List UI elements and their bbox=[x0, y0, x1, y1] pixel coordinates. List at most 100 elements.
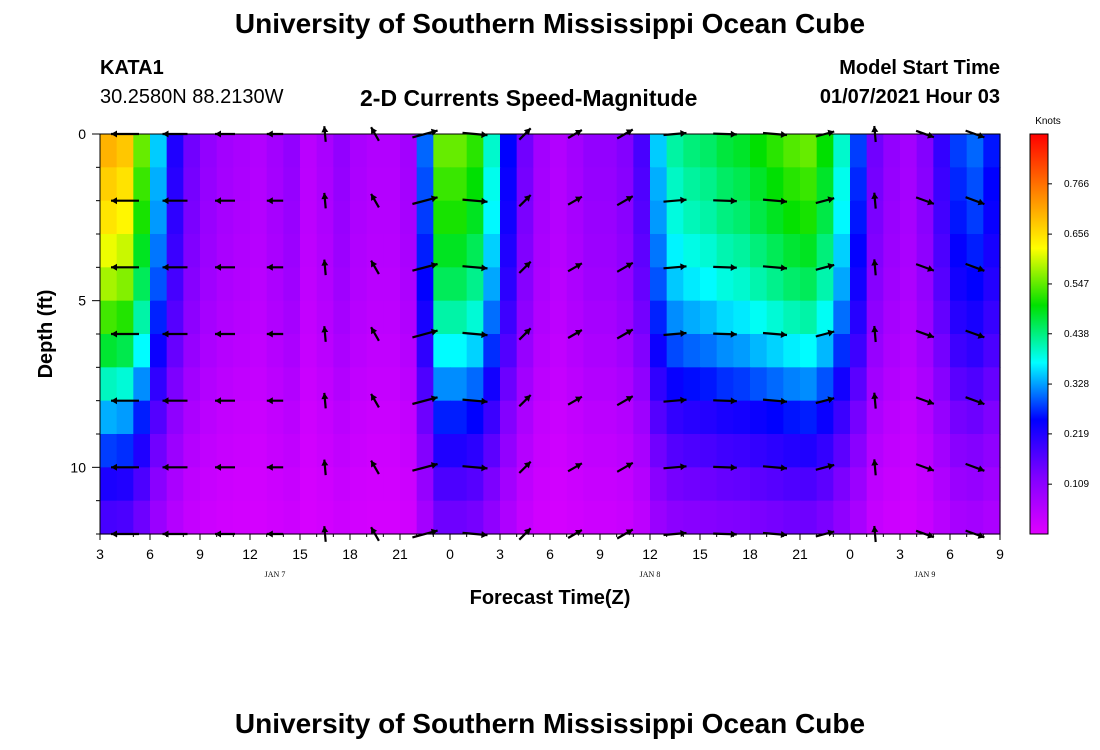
heatmap-cell bbox=[550, 267, 568, 302]
current-vector-arrow bbox=[370, 460, 380, 475]
heatmap-cell bbox=[950, 500, 968, 535]
current-vector-arrow bbox=[915, 463, 935, 472]
model-start-value: 01/07/2021 Hour 03 bbox=[819, 86, 1000, 108]
heatmap-cell bbox=[133, 267, 151, 302]
heatmap-cell bbox=[216, 134, 234, 168]
heatmap-cell bbox=[433, 434, 451, 468]
heatmap-cell bbox=[666, 234, 684, 268]
heatmap-cell bbox=[333, 434, 351, 468]
heatmap-cell bbox=[266, 234, 284, 268]
heatmap-cell bbox=[450, 234, 468, 268]
station-coordinates: 30.2580N 88.2130W bbox=[100, 86, 284, 108]
heatmap-cell bbox=[250, 500, 268, 535]
x-tick-label: 6 bbox=[146, 546, 154, 562]
heatmap-cell bbox=[250, 234, 268, 268]
heatmap-cell bbox=[850, 167, 868, 202]
heatmap-cell bbox=[883, 434, 901, 468]
heatmap-cell bbox=[183, 467, 201, 502]
heatmap-cell bbox=[816, 400, 834, 435]
heatmap-cell bbox=[783, 200, 801, 235]
heatmap-cell bbox=[116, 400, 134, 435]
heatmap-cell bbox=[800, 300, 818, 335]
heatmap-cell bbox=[216, 367, 234, 402]
current-vector-arrow bbox=[370, 393, 380, 408]
heatmap-cell bbox=[650, 400, 668, 435]
heatmap-cell bbox=[933, 234, 951, 268]
heatmap-cell bbox=[683, 300, 701, 335]
heatmap-cell bbox=[766, 467, 784, 502]
x-tick-label: 21 bbox=[392, 546, 408, 562]
heatmap-cell bbox=[400, 334, 418, 368]
heatmap-cell bbox=[733, 500, 751, 535]
x-tick-label: 9 bbox=[196, 546, 204, 562]
heatmap-cell bbox=[150, 234, 168, 268]
heatmap-cell bbox=[583, 500, 601, 535]
heatmap-cell bbox=[633, 200, 651, 235]
current-vector-arrow bbox=[567, 395, 583, 406]
heatmap-cell bbox=[233, 267, 251, 302]
heatmap-cell bbox=[883, 167, 901, 202]
heatmap-cell bbox=[416, 200, 434, 235]
heatmap-cell bbox=[500, 267, 518, 302]
heatmap-cell bbox=[500, 200, 518, 235]
heatmap-cell bbox=[650, 434, 668, 468]
heatmap-cell bbox=[483, 134, 501, 168]
heatmap-cell bbox=[450, 334, 468, 368]
heatmap-cell bbox=[866, 400, 884, 435]
heatmap-cell bbox=[950, 367, 968, 402]
heatmap-cell bbox=[533, 334, 551, 368]
heatmap-cell bbox=[750, 434, 768, 468]
heatmap-cell bbox=[666, 167, 684, 202]
heatmap-cell bbox=[416, 434, 434, 468]
heatmap-cell bbox=[516, 134, 534, 168]
heatmap-cell bbox=[733, 367, 751, 402]
heatmap-cell bbox=[966, 467, 984, 502]
heatmap-cell bbox=[366, 400, 384, 435]
heatmap-cell bbox=[433, 134, 451, 168]
current-vector-arrow bbox=[616, 395, 634, 407]
heatmap-cell bbox=[650, 300, 668, 335]
heatmap-cell bbox=[783, 334, 801, 368]
heatmap-cell bbox=[350, 500, 368, 535]
heatmap-cell bbox=[866, 334, 884, 368]
heatmap-cell bbox=[850, 267, 868, 302]
heatmap-cell bbox=[900, 367, 918, 402]
current-vector-arrow bbox=[965, 196, 985, 206]
x-tick-label: 12 bbox=[242, 546, 258, 562]
heatmap-cell bbox=[400, 167, 418, 202]
heatmap-cell bbox=[550, 467, 568, 502]
heatmap-cell bbox=[133, 434, 151, 468]
heatmap-cell bbox=[466, 334, 484, 368]
current-vector-arrow bbox=[713, 264, 737, 271]
heatmap-cell bbox=[166, 300, 184, 335]
heatmap-cell bbox=[166, 367, 184, 402]
heatmap-cell bbox=[500, 434, 518, 468]
heatmap-cell bbox=[100, 334, 118, 368]
x-axis-title: Forecast Time(Z) bbox=[470, 587, 631, 609]
heatmap-cell bbox=[466, 434, 484, 468]
heatmap-cell bbox=[600, 467, 618, 502]
heatmap-cell bbox=[916, 200, 934, 235]
heatmap-cell bbox=[483, 200, 501, 235]
heatmap-cell bbox=[166, 134, 184, 168]
heatmap-cell bbox=[716, 267, 734, 302]
heatmap-cell bbox=[783, 300, 801, 335]
page-title: University of Southern Mississippi Ocean… bbox=[234, 8, 866, 39]
heatmap-cell bbox=[950, 167, 968, 202]
current-vector-arrow bbox=[462, 197, 488, 205]
heatmap-cell bbox=[433, 400, 451, 435]
heatmap-cell bbox=[316, 467, 334, 502]
heatmap-cell bbox=[866, 134, 884, 168]
heatmap-cell bbox=[966, 167, 984, 202]
heatmap-cell bbox=[350, 234, 368, 268]
heatmap-cell bbox=[600, 500, 618, 535]
heatmap-cell bbox=[750, 167, 768, 202]
heatmap-cell bbox=[566, 134, 584, 168]
heatmap-cell bbox=[316, 234, 334, 268]
heatmap-cell bbox=[616, 467, 634, 502]
chart-subtitle: 2-D Currents Speed-Magnitude bbox=[360, 85, 698, 111]
heatmap-cell bbox=[400, 367, 418, 402]
heatmap-cell bbox=[666, 334, 684, 368]
heatmap-cell bbox=[800, 467, 818, 502]
heatmap-cell bbox=[516, 467, 534, 502]
